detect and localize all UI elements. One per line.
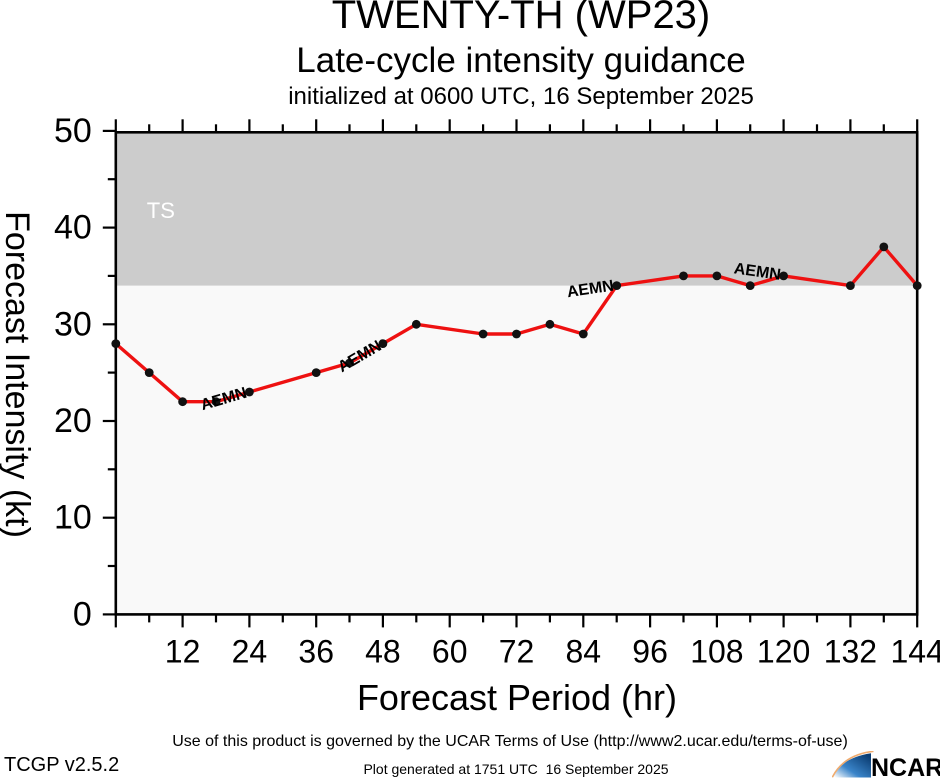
- svg-text:132: 132: [824, 633, 877, 669]
- svg-text:48: 48: [365, 633, 401, 669]
- svg-text:40: 40: [54, 209, 92, 247]
- svg-text:30: 30: [54, 305, 92, 343]
- svg-text:84: 84: [566, 633, 602, 669]
- svg-text:120: 120: [757, 633, 810, 669]
- svg-text:50: 50: [54, 112, 92, 150]
- svg-text:60: 60: [432, 633, 468, 669]
- svg-text:144: 144: [891, 633, 940, 669]
- svg-text:NCAR: NCAR: [871, 754, 940, 780]
- svg-text:108: 108: [690, 633, 743, 669]
- svg-text:36: 36: [298, 633, 334, 669]
- svg-text:12: 12: [165, 633, 201, 669]
- svg-text:TS: TS: [147, 198, 175, 223]
- svg-text:96: 96: [632, 633, 668, 669]
- svg-text:24: 24: [232, 633, 268, 669]
- svg-text:10: 10: [54, 499, 92, 537]
- svg-text:0: 0: [73, 595, 92, 633]
- svg-text:72: 72: [499, 633, 535, 669]
- svg-text:20: 20: [54, 402, 92, 440]
